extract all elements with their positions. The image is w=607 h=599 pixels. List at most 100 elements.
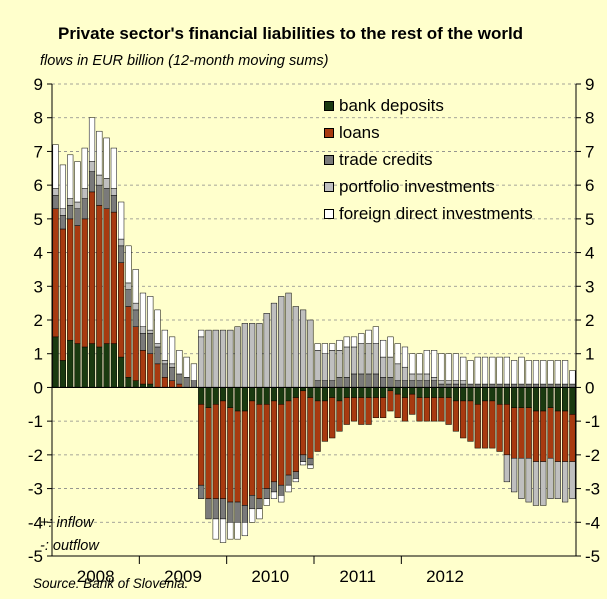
legend-item-bank-deposits: bank deposits — [324, 92, 533, 119]
bar-bank-deposits — [525, 387, 532, 408]
bar-foreign-direct-investments — [81, 147, 88, 189]
legend-swatch-loans — [324, 127, 334, 138]
bar-loans — [52, 208, 59, 338]
bar-bank-deposits — [350, 387, 358, 398]
y-tick-label-left: 5 — [34, 210, 43, 229]
bar-portfolio-investments — [278, 296, 285, 388]
bar-foreign-direct-investments — [431, 350, 438, 378]
bar-trade-credits — [401, 380, 409, 388]
chart-source: Source: Bank of Slovenia. — [33, 576, 189, 591]
annotation-inflow: +: inflow — [40, 515, 94, 531]
bar-foreign-direct-investments — [52, 144, 59, 189]
bar-bank-deposits — [401, 387, 409, 398]
bar-bank-deposits — [409, 387, 416, 395]
bar-trade-credits — [372, 373, 379, 388]
bar-trade-credits — [314, 380, 321, 388]
bar-portfolio-investments — [409, 373, 416, 381]
x-tick-label: 2009 — [164, 567, 202, 586]
bar-portfolio-investments — [380, 356, 387, 378]
x-tick-label: 2008 — [77, 567, 115, 586]
bar-foreign-direct-investments — [147, 296, 154, 331]
bar-foreign-direct-investments — [88, 117, 96, 162]
bar-portfolio-investments — [423, 373, 430, 381]
bar-bank-deposits — [227, 387, 234, 408]
bar-loans — [467, 400, 474, 442]
bar-bank-deposits — [372, 387, 379, 398]
bar-loans — [452, 400, 460, 432]
bar-trade-credits — [176, 373, 183, 385]
bar-bank-deposits — [416, 387, 423, 398]
bar-portfolio-investments — [256, 323, 263, 388]
bar-portfolio-investments — [460, 380, 467, 385]
bar-portfolio-investments — [241, 323, 248, 388]
y-tick-label-right: 5 — [585, 210, 594, 229]
bar-portfolio-investments — [416, 373, 423, 381]
bar-portfolio-investments — [219, 329, 227, 388]
bar-trade-credits — [380, 377, 387, 388]
bar-loans — [416, 397, 423, 422]
bar-bank-deposits — [540, 387, 547, 412]
bar-loans — [103, 208, 110, 344]
bar-trade-credits — [139, 333, 147, 351]
bar-loans — [350, 397, 358, 422]
bar-portfolio-investments — [562, 461, 569, 503]
bar-loans — [562, 410, 569, 462]
bar-trade-credits — [205, 498, 212, 520]
legend-swatch-trade-credits — [324, 154, 334, 165]
y-tick-label-right: 8 — [585, 109, 594, 128]
bar-foreign-direct-investments — [438, 353, 445, 381]
bar-portfolio-investments — [103, 178, 110, 189]
bar-foreign-direct-investments — [256, 508, 263, 520]
bar-trade-credits — [343, 377, 350, 388]
bar-trade-credits — [307, 457, 314, 466]
bar-portfolio-investments — [540, 461, 547, 506]
bar-foreign-direct-investments — [103, 137, 110, 179]
bar-portfolio-investments — [532, 461, 540, 506]
bar-foreign-direct-investments — [314, 343, 321, 351]
bar-portfolio-investments — [161, 360, 168, 365]
bar-foreign-direct-investments — [96, 130, 103, 176]
bar-bank-deposits — [285, 387, 292, 402]
bar-portfolio-investments — [321, 353, 329, 381]
bar-trade-credits — [409, 380, 416, 388]
bar-bank-deposits — [132, 380, 139, 388]
bar-foreign-direct-investments — [329, 343, 336, 351]
bar-foreign-direct-investments — [387, 336, 394, 358]
y-tick-label-right: -5 — [585, 547, 600, 566]
bar-portfolio-investments — [212, 329, 219, 388]
bar-foreign-direct-investments — [190, 363, 198, 381]
bar-portfolio-investments — [249, 323, 256, 388]
bar-trade-credits — [118, 245, 125, 263]
bar-foreign-direct-investments — [154, 309, 161, 344]
bar-bank-deposits — [96, 346, 103, 388]
legend-label-portfolio-investments: portfolio investments — [339, 176, 495, 196]
bar-portfolio-investments — [365, 343, 372, 375]
bar-loans — [496, 404, 503, 452]
legend-swatch-bank-deposits — [324, 100, 334, 111]
plot-area — [52, 84, 576, 556]
bar-foreign-direct-investments — [409, 353, 416, 375]
bar-portfolio-investments — [139, 326, 147, 334]
bar-portfolio-investments — [300, 309, 307, 388]
bar-portfolio-investments — [74, 201, 81, 209]
bar-portfolio-investments — [350, 346, 358, 375]
bar-trade-credits — [96, 184, 103, 206]
bar-portfolio-investments — [554, 461, 561, 499]
bar-bank-deposits — [278, 387, 285, 405]
bar-portfolio-investments — [569, 461, 576, 499]
y-tick-label-right: -1 — [585, 412, 600, 431]
bar-foreign-direct-investments — [365, 329, 372, 344]
bar-foreign-direct-investments — [67, 154, 74, 199]
bar-foreign-direct-investments — [132, 269, 139, 304]
bar-bank-deposits — [438, 387, 445, 398]
bar-loans — [481, 400, 489, 449]
bar-loans — [67, 218, 74, 341]
y-tick-label-right: 7 — [585, 142, 594, 161]
bar-bank-deposits — [234, 387, 241, 412]
y-tick-label-left: 1 — [34, 345, 43, 364]
bar-bank-deposits — [423, 387, 430, 398]
bar-foreign-direct-investments — [169, 336, 176, 365]
chart-title: Private sector's financial liabilities t… — [58, 24, 524, 43]
bar-foreign-direct-investments — [554, 360, 561, 385]
legend-item-trade-credits: trade credits — [324, 146, 533, 173]
